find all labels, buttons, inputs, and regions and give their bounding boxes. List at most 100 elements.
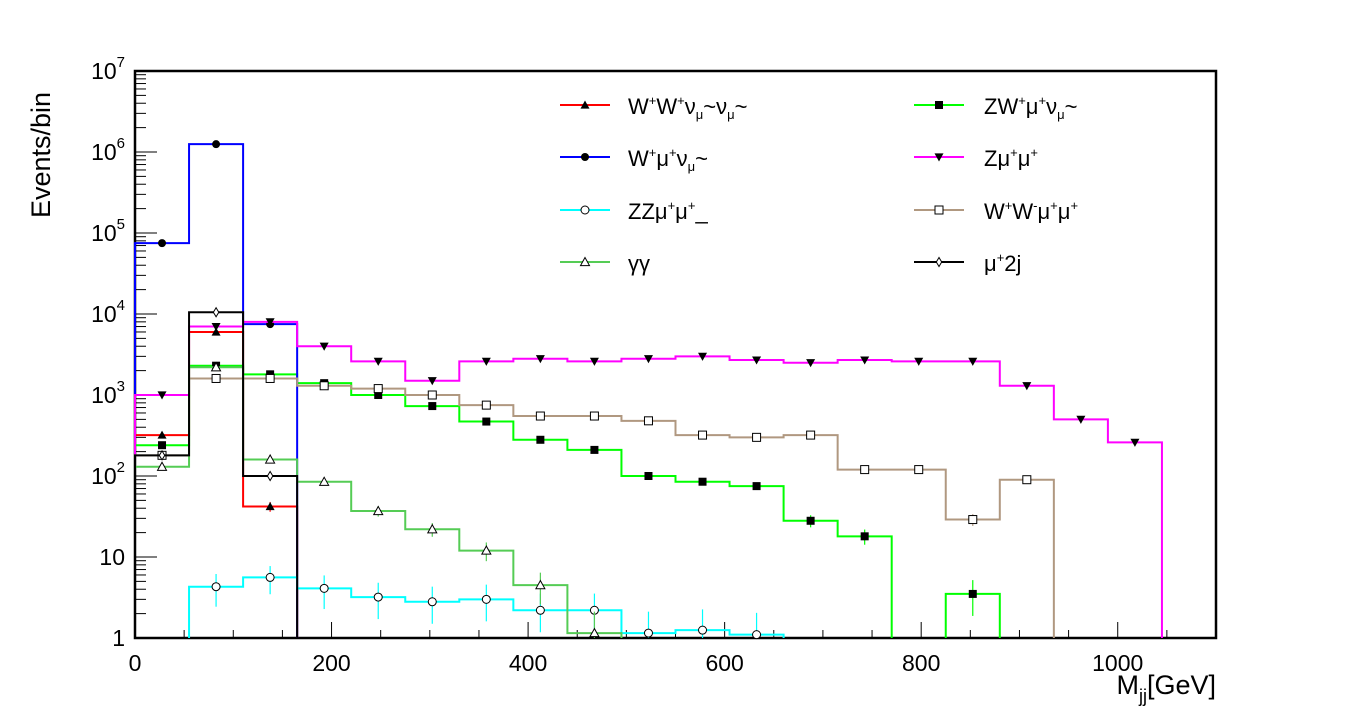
legend-label: ZZμ+μ+_ <box>628 198 708 224</box>
y-tick-label: 106 <box>91 135 125 165</box>
data-point <box>211 327 221 336</box>
data-point <box>589 627 600 638</box>
legend-item: W+W-μ+μ+ <box>914 198 1078 224</box>
data-point <box>644 472 653 480</box>
data-point <box>265 318 275 327</box>
data-point <box>210 361 222 372</box>
legend-item: Zμ+μ+ <box>914 145 1038 171</box>
data-point <box>806 430 816 440</box>
data-point <box>427 597 437 607</box>
y-axis-label: Events/bin <box>26 92 56 218</box>
data-point <box>1022 382 1032 391</box>
data-point <box>480 545 492 555</box>
x-tick-label: 0 <box>129 650 142 676</box>
legend-item: μ+2j <box>914 250 1021 276</box>
data-point <box>427 377 437 386</box>
data-point <box>158 449 166 461</box>
data-point <box>212 306 220 318</box>
data-point <box>752 630 762 640</box>
data-point <box>373 592 383 602</box>
data-point <box>265 502 275 511</box>
data-point <box>590 445 599 454</box>
data-point <box>481 400 491 410</box>
data-point <box>698 477 707 486</box>
legend: W+W+νμ~νμ~ ZW+μ+νμ~ W+μ+νμ~ Zμ+μ+ ZZμ+μ+_ W+W… <box>560 93 1078 276</box>
legend-marker <box>935 101 943 109</box>
legend-label: γγ <box>628 251 650 276</box>
data-point <box>589 357 599 366</box>
data-point <box>211 373 221 383</box>
data-point <box>643 628 653 638</box>
series-layer <box>134 140 1163 640</box>
y-tick-label: 105 <box>91 216 125 246</box>
series-line <box>134 377 1055 638</box>
data-point <box>319 583 329 593</box>
legend-item: γγ <box>560 251 650 276</box>
data-point <box>860 465 870 475</box>
legend-marker <box>580 205 590 215</box>
axis-labels: Events/bin Mjj[GeV] <box>26 92 1216 706</box>
series-0 <box>134 327 299 638</box>
data-point <box>426 523 438 534</box>
data-point <box>536 435 545 444</box>
x-axis-label: Mjj[GeV] <box>1116 670 1216 706</box>
series-line <box>134 143 299 638</box>
x-tick-label: 200 <box>312 650 350 676</box>
data-point <box>752 482 761 491</box>
data-point <box>319 381 329 391</box>
y-tick-label: 10 <box>99 544 125 570</box>
data-point <box>372 505 384 516</box>
data-point <box>1130 438 1140 447</box>
data-point <box>373 384 383 394</box>
axis-ticks: 0 200 400 600 800 1000 1 10 102 103 104 105 106 107 <box>91 54 1217 676</box>
data-point <box>265 373 275 383</box>
x-tick-label: 400 <box>509 650 547 676</box>
data-point <box>157 391 167 400</box>
y-tick-label: 104 <box>91 297 125 327</box>
data-point <box>860 532 869 541</box>
data-point <box>535 579 546 590</box>
data-point <box>374 391 383 399</box>
legend-marker <box>935 256 943 268</box>
data-point <box>264 453 276 464</box>
data-point <box>481 357 491 366</box>
legend-label: W+W+νμ~νμ~ <box>628 93 747 122</box>
data-point <box>914 465 924 475</box>
series-2 <box>134 140 299 638</box>
legend-marker <box>579 256 591 267</box>
data-point <box>427 390 437 400</box>
data-point <box>860 356 870 365</box>
data-point <box>535 605 545 615</box>
data-point <box>319 342 329 351</box>
data-point <box>806 359 816 368</box>
data-point <box>1022 475 1032 485</box>
data-point <box>698 430 708 440</box>
legend-label: Zμ+μ+ <box>984 145 1038 171</box>
data-point <box>158 239 167 248</box>
data-point <box>428 402 437 411</box>
legend-marker <box>580 100 590 109</box>
data-point <box>589 411 599 421</box>
data-point <box>643 416 653 426</box>
x-tick-label: 600 <box>705 650 743 676</box>
data-point <box>373 357 383 366</box>
data-point <box>212 140 221 149</box>
data-point <box>968 357 978 366</box>
data-point <box>643 355 653 364</box>
legend-item: W+W+νμ~νμ~ <box>560 93 747 122</box>
data-point <box>968 589 977 598</box>
data-point <box>265 572 275 582</box>
legend-label: W+W-μ+μ+ <box>984 198 1078 224</box>
legend-label: ZW+μ+νμ~ <box>984 93 1077 122</box>
series-line <box>134 320 1163 638</box>
y-tick-label: 107 <box>91 54 125 84</box>
y-tick-label: 102 <box>91 459 125 489</box>
data-point <box>156 461 168 471</box>
data-point <box>535 411 545 421</box>
data-point <box>698 625 708 635</box>
data-point <box>914 357 924 366</box>
data-point <box>752 356 762 365</box>
y-tick-label: 1 <box>112 625 125 651</box>
data-point <box>266 470 274 482</box>
